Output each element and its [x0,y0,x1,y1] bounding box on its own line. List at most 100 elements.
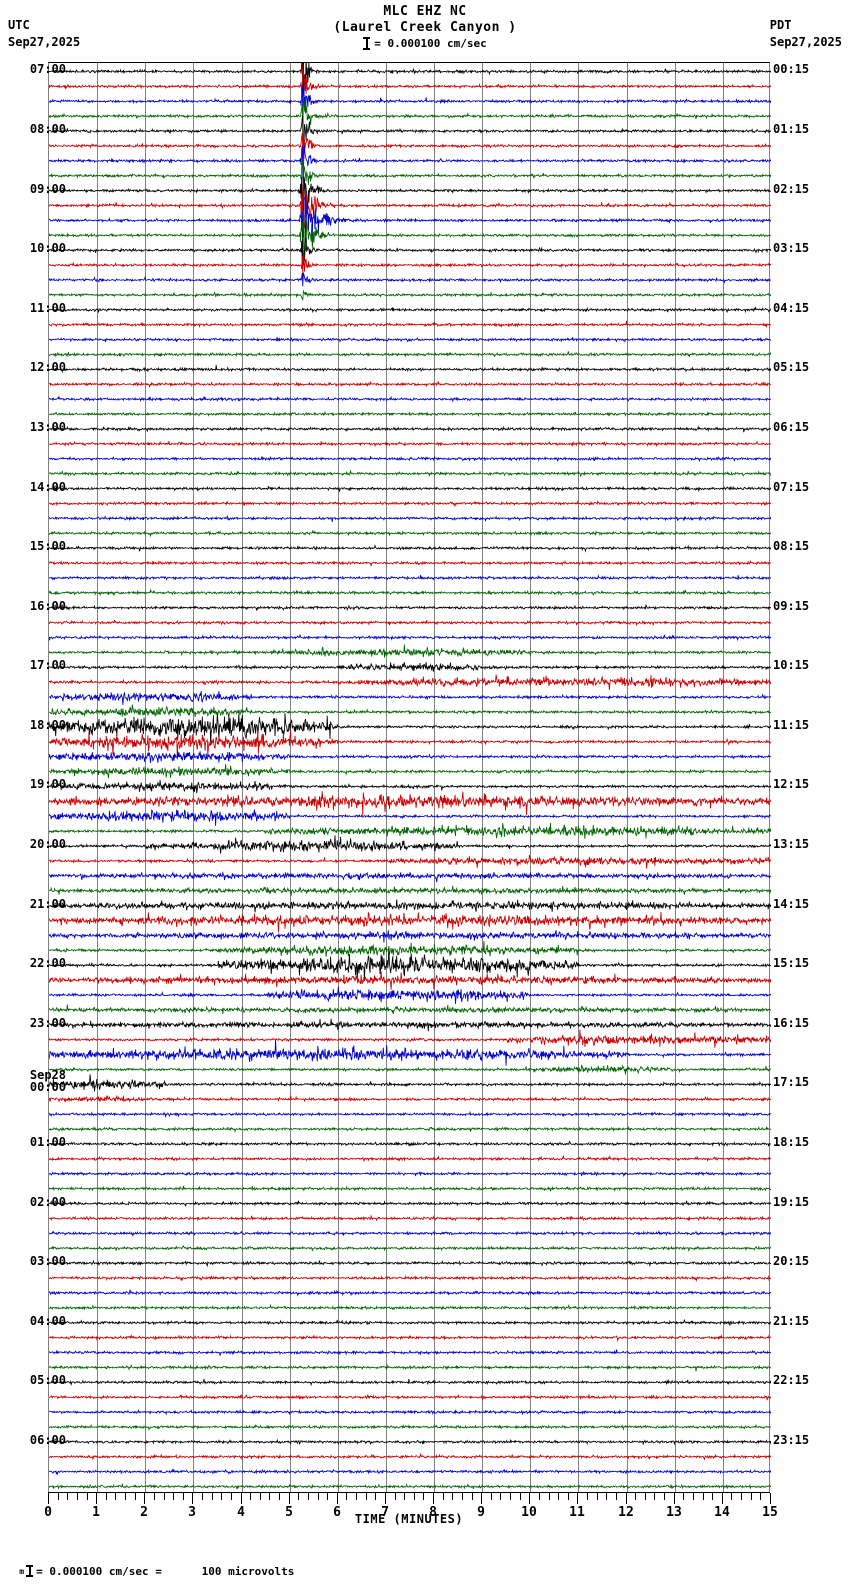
right-hour-label-01-15: 01:15 [773,122,810,137]
axis-tick-label-15: 15 [762,1505,778,1520]
station-code: MLC EHZ NC [383,4,467,19]
trace-row-13 [49,253,771,277]
axis-tick-minor [597,1493,598,1500]
axis-tick-label-1: 1 [92,1505,100,1520]
left-hour-label-21-00: 21:00 [29,896,66,911]
right-hour-label-08-15: 08:15 [773,539,810,554]
axis-tick-major-12 [626,1493,627,1504]
helicorder-plot[interactable] [48,62,771,1492]
trace-row-17 [49,320,771,329]
trace-row-68 [49,1074,771,1092]
trace-row-21 [49,380,771,388]
axis-tick-minor [346,1493,347,1500]
station-description: (Laurel Creek Canyon ) [333,20,517,35]
axis-tick-minor [741,1493,742,1500]
axis-tick-minor [279,1493,280,1500]
axis-tick-minor [231,1493,232,1500]
axis-tick-minor [308,1493,309,1500]
grid-line-minute-12 [627,63,628,1492]
trace-row-60 [49,946,771,981]
right-timezone-name: PDT [769,18,792,32]
right-hour-label-17-15: 17:15 [773,1075,810,1090]
trace-row-78 [49,1230,771,1237]
trace-row-69 [49,1094,771,1103]
trace-row-47 [49,764,771,779]
grid-line-minute-10 [530,63,531,1492]
trace-row-3 [49,95,771,134]
right-hour-label-04-15: 04:15 [773,300,810,315]
left-timezone-block: UTC Sep27,2025 [8,18,80,49]
trace-row-88 [49,1378,771,1387]
trace-row-32 [49,544,771,553]
right-hour-label-10-15: 10:15 [773,658,810,673]
trace-row-55 [49,885,771,896]
right-hour-label-07-15: 07:15 [773,479,810,494]
trace-row-77 [49,1214,771,1222]
trace-row-22 [49,395,771,403]
trace-row-2 [49,81,771,118]
trace-row-72 [49,1139,771,1148]
trace-row-7 [49,160,771,193]
right-hour-label-23-15: 23:15 [773,1432,810,1447]
axis-tick-minor [173,1493,174,1500]
axis-tick-minor [58,1493,59,1500]
trace-row-87 [49,1363,771,1372]
axis-tick-major-5 [289,1493,290,1504]
axis-tick-minor [500,1493,501,1500]
grid-line-minute-3 [193,63,194,1492]
trace-row-10 [49,195,771,240]
left-hour-label-08-00: 08:00 [29,122,66,137]
right-hour-label-22-15: 22:15 [773,1373,810,1388]
axis-tick-minor [164,1493,165,1500]
trace-row-67 [49,1064,771,1075]
axis-tick-major-2 [144,1493,145,1504]
trace-row-25 [49,440,771,448]
trace-row-71 [49,1126,771,1133]
trace-row-29 [49,499,771,507]
axis-tick-minor [318,1493,319,1500]
trace-row-23 [49,410,771,418]
trace-row-33 [49,560,771,567]
axis-tick-major-8 [433,1493,434,1504]
trace-row-18 [49,336,771,344]
trace-row-30 [49,515,771,523]
trace-row-42 [49,690,771,705]
trace-row-90 [49,1408,771,1416]
axis-tick-minor [115,1493,116,1500]
axis-tick-major-15 [770,1493,771,1504]
left-timezone-date: Sep27,2025 [8,35,81,49]
axis-tick-major-3 [192,1493,193,1504]
axis-tick-label-4: 4 [237,1505,245,1520]
trace-row-5 [49,129,771,162]
axis-tick-minor [269,1493,270,1500]
axis-tick-minor [212,1493,213,1500]
left-hour-label-09-00: 09:00 [29,181,66,196]
trace-row-57 [49,911,771,933]
axis-tick-minor [606,1493,607,1500]
left-hour-label-11-00: 11:00 [29,300,66,315]
trace-row-39 [49,644,771,658]
right-hour-label-21-15: 21:15 [773,1313,810,1328]
trace-row-48 [49,780,771,794]
axis-tick-minor [67,1493,68,1500]
axis-tick-label-8: 8 [429,1505,437,1520]
trace-row-26 [49,455,771,463]
left-timezone-name: UTC [8,18,30,32]
trace-row-63 [49,1004,771,1015]
trace-row-91 [49,1423,771,1432]
axis-tick-minor [135,1493,136,1500]
trace-row-0 [49,63,771,93]
axis-tick-major-6 [337,1493,338,1504]
left-hour-label-23-00: 23:00 [29,1015,66,1030]
axis-tick-minor [712,1493,713,1500]
trace-row-66 [49,1039,771,1066]
trace-row-36 [49,603,771,612]
axis-tick-minor [452,1493,453,1500]
trace-row-35 [49,588,771,597]
axis-tick-minor [250,1493,251,1500]
right-hour-label-19-15: 19:15 [773,1194,810,1209]
trace-row-95 [49,1483,771,1490]
trace-row-49 [49,791,771,816]
axis-tick-major-0 [48,1493,49,1504]
trace-row-50 [49,809,771,826]
